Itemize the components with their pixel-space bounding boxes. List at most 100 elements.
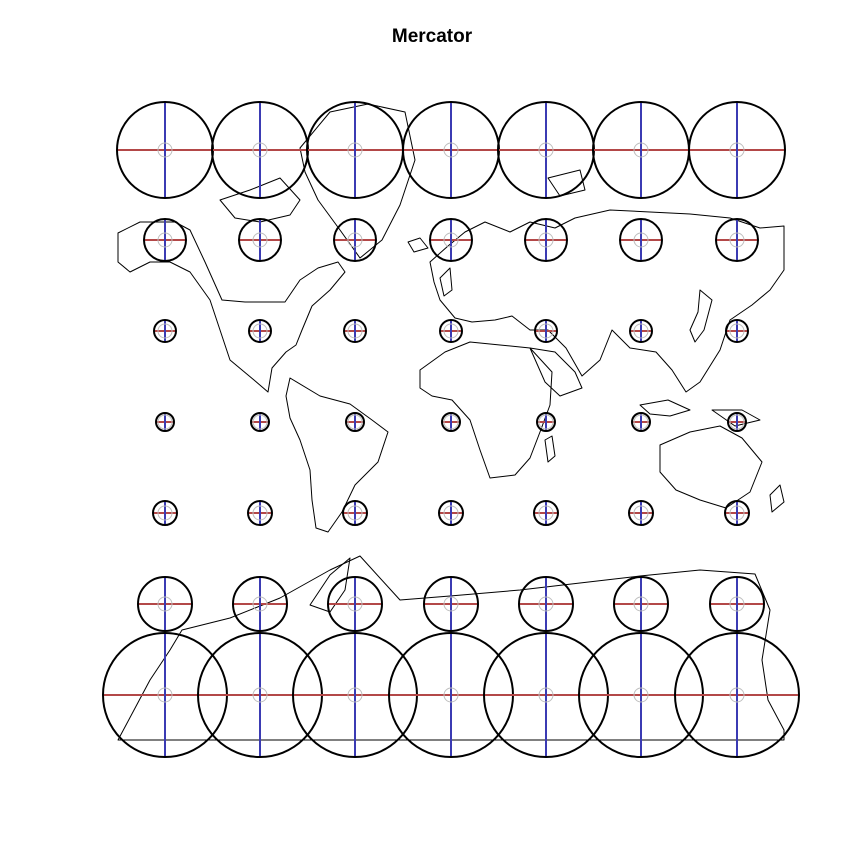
- tissot-indicatrix: [724, 500, 750, 526]
- reference-circle: [252, 596, 268, 612]
- tissot-indicatrix: [439, 319, 463, 343]
- tissot-indicatrix: [534, 319, 558, 343]
- reference-circle: [157, 414, 173, 430]
- tissot-indicatrix: [429, 218, 473, 262]
- reference-circle: [633, 414, 649, 430]
- indicatrix-circle: [247, 500, 273, 526]
- reference-circle: [633, 323, 649, 339]
- reference-circle: [538, 687, 554, 703]
- indicatrix-circle: [137, 576, 193, 632]
- indicatrix-circle: [250, 412, 270, 432]
- indicatrix-circle: [715, 218, 759, 262]
- new-zealand: [769, 484, 785, 513]
- tissot-indicatrix: [518, 576, 574, 632]
- indicatrix-circle: [674, 632, 800, 758]
- reference-circle: [633, 142, 649, 158]
- indicatrix-circle: [727, 412, 747, 432]
- tissot-indicatrix: [688, 101, 786, 199]
- tissot-indicatrix: [423, 576, 479, 632]
- south-america: [285, 377, 389, 533]
- indicatrix-circle: [438, 500, 464, 526]
- reference-circle: [157, 323, 173, 339]
- tissot-indicatrix: [143, 218, 187, 262]
- tissot-indicatrix: [629, 319, 653, 343]
- reference-circle: [729, 232, 745, 248]
- indicatrix-circle: [619, 218, 663, 262]
- tissot-indicatrix: [250, 412, 270, 432]
- japan: [689, 289, 713, 343]
- reference-circle: [252, 687, 268, 703]
- australia: [659, 425, 763, 509]
- tissot-indicatrix: [211, 101, 309, 199]
- iceland: [407, 237, 429, 253]
- reference-circle: [157, 596, 173, 612]
- reference-circle: [252, 142, 268, 158]
- greenland: [299, 103, 416, 259]
- tissot-indicatrix: [342, 500, 368, 526]
- tissot-indicatrix: [238, 218, 282, 262]
- reference-circle: [633, 687, 649, 703]
- reference-circle: [729, 687, 745, 703]
- reference-circle: [347, 414, 363, 430]
- reference-circle: [729, 323, 745, 339]
- map-title: Mercator: [391, 26, 473, 47]
- reference-circle: [347, 505, 363, 521]
- tissot-indicatrix: [327, 576, 383, 632]
- indonesia: [639, 399, 691, 417]
- indicatrix-circle: [518, 576, 574, 632]
- reference-circle: [347, 596, 363, 612]
- tissot-indicatrix: [727, 412, 747, 432]
- reference-circle: [538, 232, 554, 248]
- tissot-indicatrix: [613, 576, 669, 632]
- indicatrix-circle: [725, 319, 749, 343]
- reference-circle: [443, 596, 459, 612]
- reference-circle: [347, 687, 363, 703]
- indicatrix-circle: [524, 218, 568, 262]
- eurasia: [429, 209, 785, 393]
- reference-circle: [538, 414, 554, 430]
- indicatrix-circle: [441, 412, 461, 432]
- reference-circle: [157, 142, 173, 158]
- tissot-indicatrix: [533, 500, 559, 526]
- tissot-indicatrix: [152, 500, 178, 526]
- tissot-indicatrix: [197, 632, 323, 758]
- tissot-indicatrix: [536, 412, 556, 432]
- indicatrix-circle: [688, 101, 786, 199]
- reference-circle: [729, 142, 745, 158]
- indicatrix-circle: [248, 319, 272, 343]
- tissot-indicatrix: [137, 576, 193, 632]
- tissot-indicatrix: [402, 101, 500, 199]
- indicatrix-circle: [628, 500, 654, 526]
- indicatrix-circle: [232, 576, 288, 632]
- reference-circle: [157, 505, 173, 521]
- reference-circle: [252, 505, 268, 521]
- reference-circle: [538, 505, 554, 521]
- world-landmasses: [117, 103, 785, 741]
- reference-circle: [347, 142, 363, 158]
- reference-circle: [157, 687, 173, 703]
- indicatrix-circle: [342, 500, 368, 526]
- reference-circle: [729, 505, 745, 521]
- indicatrix-circle: [709, 576, 765, 632]
- tissot-indicatrix: [497, 101, 595, 199]
- antarctica: [117, 555, 785, 741]
- arctic-islands: [219, 177, 301, 223]
- indicatrix-circle: [534, 319, 558, 343]
- reference-circle: [729, 596, 745, 612]
- reference-circle: [252, 232, 268, 248]
- tissot-indicatrix: [248, 319, 272, 343]
- tissot-indicatrix: [674, 632, 800, 758]
- indicatrix-circle: [631, 412, 651, 432]
- arabia: [529, 347, 583, 397]
- tissot-indicatrix: [592, 101, 690, 199]
- reference-circle: [633, 232, 649, 248]
- indicatrix-circle: [533, 500, 559, 526]
- tissot-indicatrix: [343, 319, 367, 343]
- indicatrix-circle: [333, 218, 377, 262]
- uk: [439, 267, 453, 297]
- tissot-indicatrix: [725, 319, 749, 343]
- indicatrix-circle: [238, 218, 282, 262]
- tissot-indicatrix: [438, 500, 464, 526]
- svalbard: [547, 169, 586, 197]
